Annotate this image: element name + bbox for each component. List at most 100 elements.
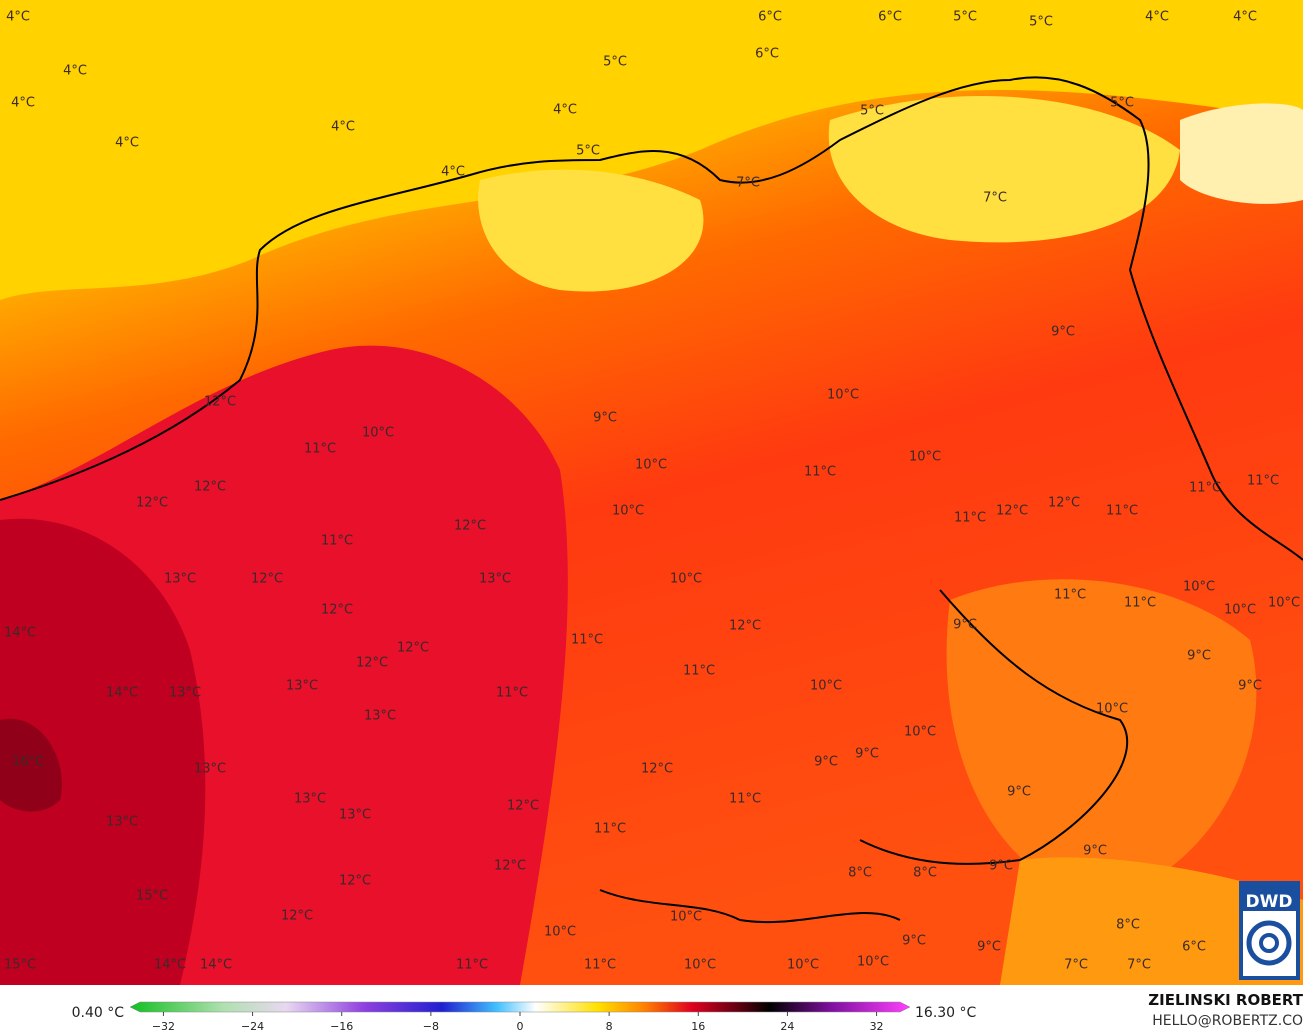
temperature-label: 16°C xyxy=(12,755,44,770)
temperature-label: 4°C xyxy=(441,165,465,180)
boundaries xyxy=(0,76,1303,924)
temperature-label: 6°C xyxy=(1182,940,1206,955)
temperature-label: 9°C xyxy=(977,940,1001,955)
temperature-label: 4°C xyxy=(1233,10,1257,25)
temperature-label: 4°C xyxy=(115,136,139,151)
temperature-label: 12°C xyxy=(204,395,236,410)
temperature-label: 5°C xyxy=(1110,96,1134,111)
temperature-label: 11°C xyxy=(729,792,761,807)
dwd-logo: DWD xyxy=(1239,881,1300,980)
temperature-label: 13°C xyxy=(106,815,138,830)
colorbar-tick-label: 32 xyxy=(870,1020,884,1033)
temperature-label: 12°C xyxy=(494,859,526,874)
temperature-label: 10°C xyxy=(787,958,819,973)
temperature-label: 9°C xyxy=(1187,649,1211,664)
colorbar-tick-label: 16 xyxy=(691,1020,705,1033)
temperature-label: 9°C xyxy=(1083,844,1107,859)
colorbar-tick-label: 8 xyxy=(606,1020,613,1033)
temperature-label: 10°C xyxy=(670,910,702,925)
colorbar-tick-label: 24 xyxy=(780,1020,794,1033)
colorbar-min: 0.40 °C xyxy=(72,1005,125,1021)
temperature-label: 11°C xyxy=(1189,481,1221,496)
colorbar-tick-label: −24 xyxy=(241,1020,264,1033)
colorbar-ticks: −32 −24 −16 −8 0 8 16 24 32 xyxy=(152,1012,884,1033)
temperature-label: 10°C xyxy=(1096,702,1128,717)
temperature-label: 5°C xyxy=(860,104,884,119)
temperature-label: 13°C xyxy=(164,572,196,587)
colorbar-tick-label: −32 xyxy=(152,1020,175,1033)
temperature-label: 11°C xyxy=(804,465,836,480)
temperature-label: 12°C xyxy=(729,619,761,634)
temperature-label: 9°C xyxy=(855,747,879,762)
temperature-label: 14°C xyxy=(4,626,36,641)
temperature-label: 10°C xyxy=(544,925,576,940)
temperature-label: 13°C xyxy=(364,709,396,724)
temperature-label: 9°C xyxy=(1051,325,1075,340)
temperature-label: 10°C xyxy=(827,388,859,403)
temperature-label: 13°C xyxy=(169,686,201,701)
temperature-label: 11°C xyxy=(1247,474,1279,489)
temperature-label: 6°C xyxy=(755,47,779,62)
temperature-labels: 4°C 4°C 4°C 4°C 4°C 6°C 6°C 5°C 5°C 4°C 4°C 5°C 6°C 4… xyxy=(4,10,1300,973)
temperature-label: 12°C xyxy=(339,874,371,889)
temperature-label: 10°C xyxy=(810,679,842,694)
temperature-label: 13°C xyxy=(339,808,371,823)
temperature-label: 9°C xyxy=(953,618,977,633)
temperature-label: 15°C xyxy=(4,958,36,973)
temperature-label: 4°C xyxy=(553,103,577,118)
temperature-label: 7°C xyxy=(1127,958,1151,973)
temperature-label: 9°C xyxy=(1007,785,1031,800)
temperature-label: 13°C xyxy=(194,762,226,777)
temperature-label: 7°C xyxy=(736,176,760,191)
temperature-label: 13°C xyxy=(286,679,318,694)
temperature-label: 4°C xyxy=(11,96,35,111)
temperature-label: 10°C xyxy=(612,504,644,519)
temperature-label: 4°C xyxy=(63,64,87,79)
temperature-label: 7°C xyxy=(983,191,1007,206)
temperature-label: 12°C xyxy=(281,909,313,924)
credit-contact: HELLO@ROBERTZ.CO xyxy=(1152,1013,1303,1029)
temperature-label: 11°C xyxy=(594,822,626,837)
temperature-label: 6°C xyxy=(758,10,782,25)
temperature-label: 12°C xyxy=(507,799,539,814)
temperature-label: 12°C xyxy=(251,572,283,587)
temperature-label: 10°C xyxy=(684,958,716,973)
temperature-label: 4°C xyxy=(6,10,30,25)
temperature-label: 10°C xyxy=(909,450,941,465)
colorbar-tick-label: 0 xyxy=(517,1020,524,1033)
temperature-label: 7°C xyxy=(1064,958,1088,973)
temperature-label: 10°C xyxy=(904,725,936,740)
temperature-label: 10°C xyxy=(857,955,889,970)
temperature-label: 6°C xyxy=(878,10,902,25)
temperature-label: 11°C xyxy=(456,958,488,973)
temperature-label: 12°C xyxy=(397,641,429,656)
temperature-label: 8°C xyxy=(913,866,937,881)
temperature-label: 14°C xyxy=(200,958,232,973)
logo-text: DWD xyxy=(1246,892,1293,912)
temperature-label: 13°C xyxy=(294,792,326,807)
colorbar-tick-label: −8 xyxy=(423,1020,439,1033)
temperature-label: 8°C xyxy=(1116,918,1140,933)
temperature-label: 11°C xyxy=(1106,504,1138,519)
temperature-label: 12°C xyxy=(136,496,168,511)
temperature-label: 11°C xyxy=(1054,588,1086,603)
map-fill xyxy=(0,0,1303,985)
temperature-label: 5°C xyxy=(953,10,977,25)
temperature-label: 11°C xyxy=(304,442,336,457)
temperature-label: 9°C xyxy=(593,411,617,426)
temperature-label: 11°C xyxy=(496,686,528,701)
credit-name: ZIELINSKI ROBERT xyxy=(1148,991,1303,1009)
temperature-label: 5°C xyxy=(1029,15,1053,30)
temperature-label: 11°C xyxy=(584,958,616,973)
colorbar-max: 16.30 °C xyxy=(915,1005,977,1021)
temperature-label: 4°C xyxy=(1145,10,1169,25)
temperature-label: 10°C xyxy=(635,458,667,473)
temperature-label: 13°C xyxy=(479,572,511,587)
temperature-label: 9°C xyxy=(1238,679,1262,694)
temperature-label: 10°C xyxy=(1268,596,1300,611)
temperature-label: 12°C xyxy=(996,504,1028,519)
temperature-label: 5°C xyxy=(603,55,627,70)
temperature-label: 11°C xyxy=(683,664,715,679)
temperature-label: 12°C xyxy=(356,656,388,671)
